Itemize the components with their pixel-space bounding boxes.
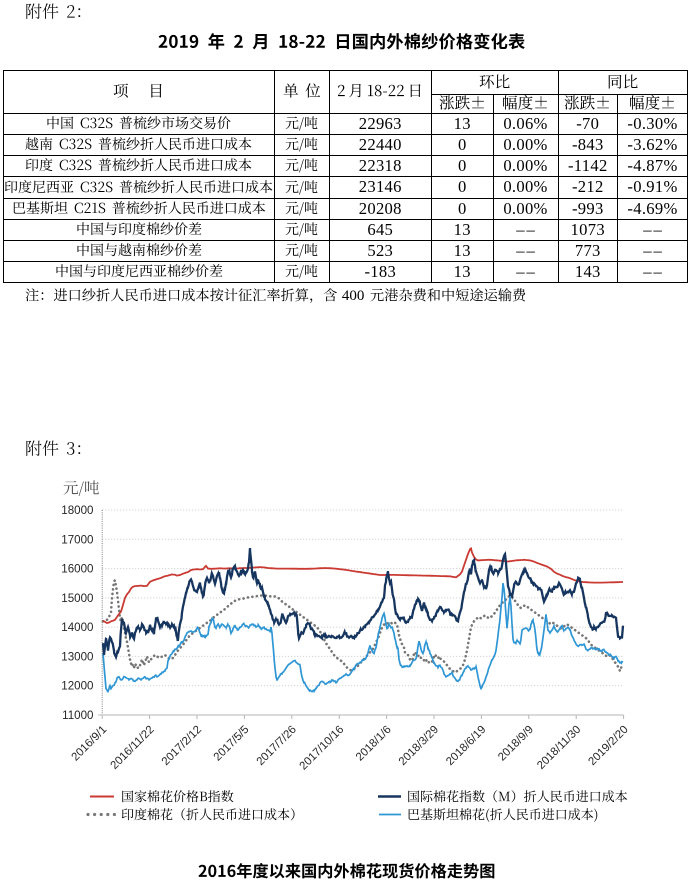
svg-text:12000: 12000 xyxy=(61,680,93,693)
svg-text:14000: 14000 xyxy=(61,621,93,634)
svg-text:2018/1/6: 2018/1/6 xyxy=(354,724,394,764)
svg-text:2018/6/19: 2018/6/19 xyxy=(444,724,488,768)
svg-text:18000: 18000 xyxy=(61,504,93,517)
svg-text:2018/9/9: 2018/9/9 xyxy=(496,724,536,764)
svg-text:2017/2/12: 2017/2/12 xyxy=(160,724,204,768)
svg-text:16000: 16000 xyxy=(61,563,93,576)
svg-text:13000: 13000 xyxy=(61,650,93,663)
svg-text:2016/11/22: 2016/11/22 xyxy=(109,724,157,772)
svg-text:15000: 15000 xyxy=(61,592,93,605)
svg-text:2017/5/5: 2017/5/5 xyxy=(212,724,252,764)
svg-text:2018/11/30: 2018/11/30 xyxy=(535,724,583,772)
svg-text:2017/7/26: 2017/7/26 xyxy=(255,724,299,768)
svg-text:2017/10/16: 2017/10/16 xyxy=(298,724,347,773)
svg-text:2018/3/29: 2018/3/29 xyxy=(397,724,441,768)
svg-text:11000: 11000 xyxy=(62,709,93,722)
svg-text:2016/9/1: 2016/9/1 xyxy=(69,724,109,764)
svg-text:17000: 17000 xyxy=(61,533,93,546)
svg-text:2019/2/20: 2019/2/20 xyxy=(586,724,630,768)
